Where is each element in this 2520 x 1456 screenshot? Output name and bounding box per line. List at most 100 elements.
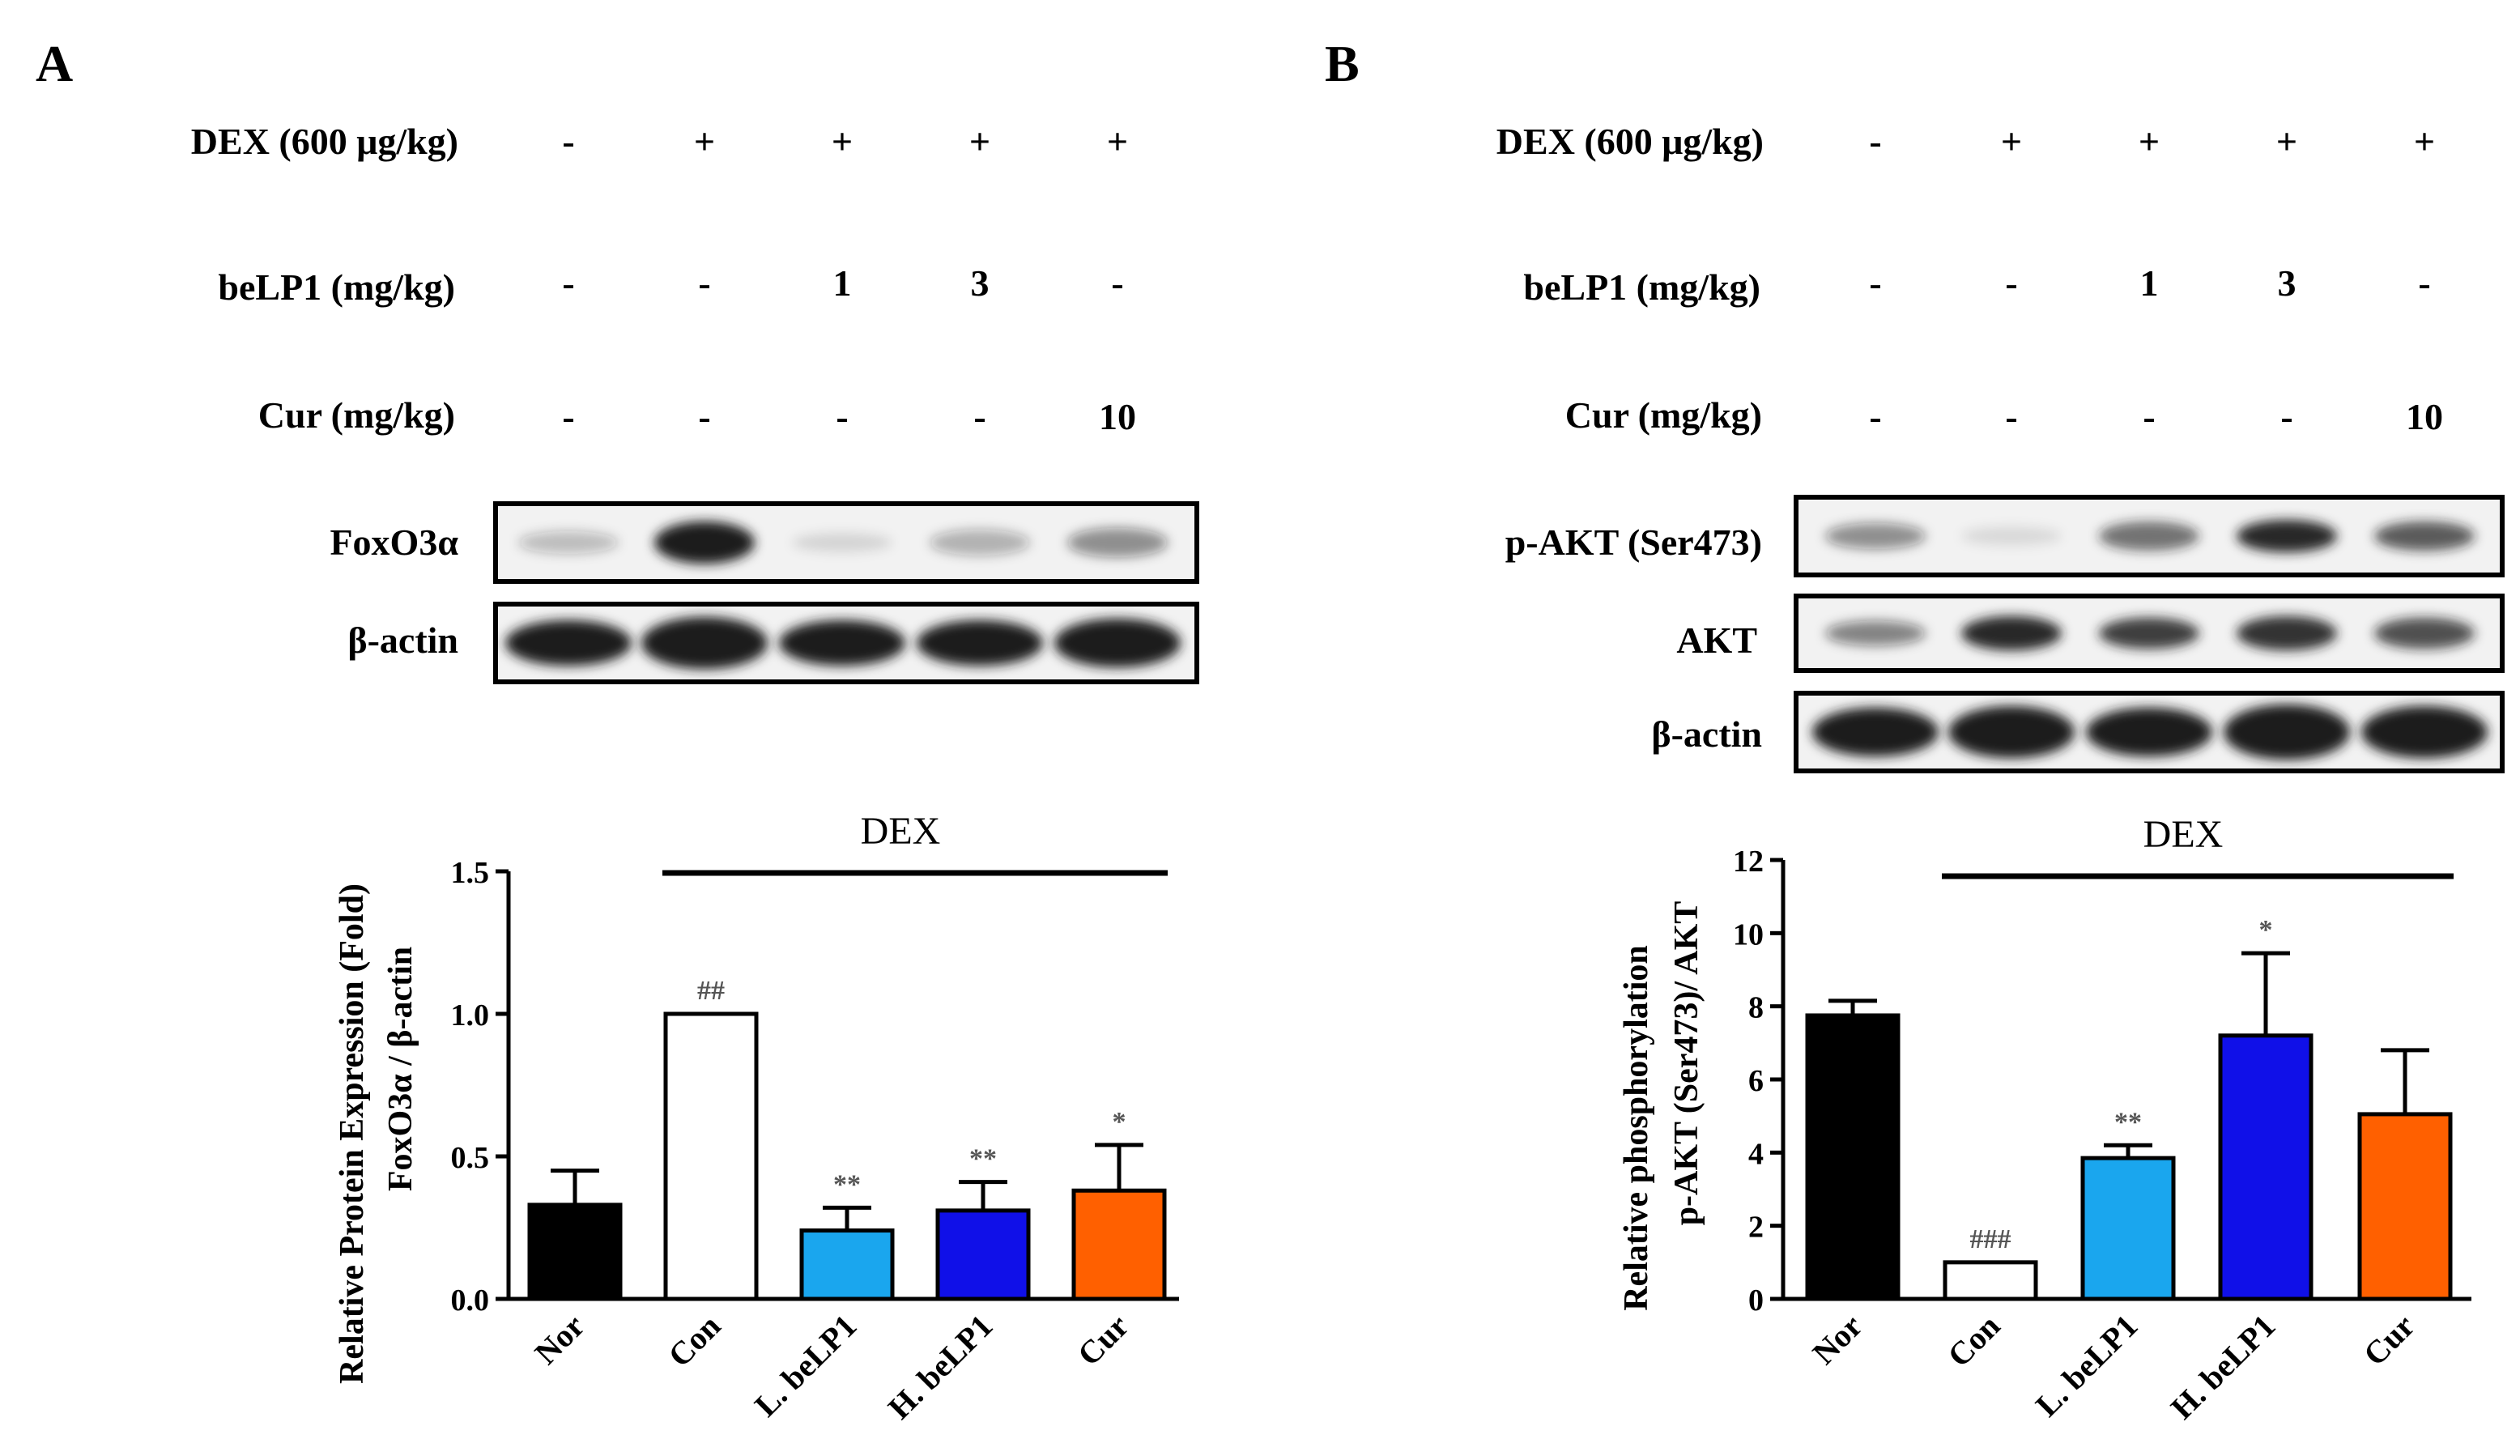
blot-band — [2361, 705, 2488, 759]
panel-b-belp1-value: - — [1869, 262, 1881, 304]
significance-label: * — [1113, 1107, 1126, 1137]
panel-b-label: B — [1325, 35, 1360, 92]
blot-frame — [1794, 495, 2505, 577]
panel-a-blot-label-beta-actin: β-actin — [347, 619, 458, 661]
y-axis-label: Relative phosphorylation — [1618, 945, 1655, 1311]
y-tick-label: 12 — [1733, 845, 1764, 879]
blot-frame — [1794, 594, 2505, 673]
panel-b-belp1-value: - — [2005, 262, 2017, 304]
panel-a-belp1-value: - — [1111, 262, 1123, 304]
significance-label: ### — [1970, 1224, 2011, 1254]
panel-a-label: A — [36, 35, 73, 92]
blot-frame — [1794, 691, 2505, 773]
blot-strip — [493, 602, 1199, 684]
panel-a-cur-value: - — [698, 396, 710, 437]
category-label: Con — [1940, 1308, 2007, 1374]
blot-band — [2224, 704, 2350, 760]
panel-b-dex-value: + — [2001, 121, 2022, 162]
panel-b-cur-label: Cur (mg/kg) — [1565, 394, 1762, 436]
panel-b-cur-value: - — [2005, 396, 2017, 437]
chart-a: 0.0 0.5 1.0 1.5 Nor ## Con ** L. beLP1 ** H. beLP1… — [334, 810, 1179, 1426]
bar-con — [1943, 1260, 2038, 1301]
panel-a-belp1-value: 1 — [833, 262, 852, 304]
bar-h-belp1 — [935, 1208, 1031, 1301]
blot-strip — [1794, 495, 2505, 577]
blot-band — [2086, 707, 2212, 757]
panel-b-dex-value: + — [2414, 121, 2435, 162]
panel-a: A DEX (600 μg/kg) beLP1 (mg/kg) Cur (mg/… — [36, 35, 1199, 1426]
bar-l-belp1 — [2080, 1156, 2176, 1301]
panel-a-belp1-value: - — [698, 262, 710, 304]
bar-h-belp1 — [2218, 1033, 2314, 1301]
blot-frame — [493, 501, 1199, 584]
significance-label: ** — [2114, 1107, 2142, 1137]
dex-group-label: DEX — [2143, 813, 2224, 856]
panel-a-cur-value: - — [562, 396, 574, 437]
panel-a-belp1-value: - — [562, 262, 574, 304]
panel-b-belp1-value: - — [2418, 262, 2430, 304]
panel-b-dex-value: - — [1869, 121, 1881, 162]
panel-a-dex-value: - — [562, 121, 574, 162]
panel-a-belp1-value: 3 — [971, 262, 990, 304]
panel-b-cur-value: - — [2143, 396, 2155, 437]
blot-band — [1825, 522, 1926, 550]
blot-band — [792, 532, 892, 553]
panel-a-dex-value: + — [1107, 121, 1128, 162]
blot-band — [641, 616, 768, 670]
panel-b-blot-label-beta-actin: β-actin — [1651, 713, 1762, 755]
blot-band — [779, 619, 905, 666]
y-axis-label: Relative Protein Expression (Fold) — [334, 883, 371, 1384]
blot-band — [930, 529, 1030, 556]
category-label: Cur — [1071, 1308, 1136, 1373]
panel-a-blot-label-foxo3a: FoxO3α — [330, 522, 458, 563]
panel-b-dex-label: DEX (600 μg/kg) — [1496, 121, 1764, 162]
panel-a-belp1-label: beLP1 (mg/kg) — [218, 266, 455, 308]
blot-band — [1812, 707, 1939, 757]
category-label: L. beLP1 — [747, 1308, 863, 1424]
bar-cur — [1071, 1188, 1167, 1301]
panel-b-blots — [1794, 495, 2505, 773]
panel-b-cur-value: - — [2280, 396, 2292, 437]
category-label: Nor — [527, 1308, 591, 1372]
panel-a-dex-label: DEX (600 μg/kg) — [191, 121, 458, 162]
category-label: H. beLP1 — [881, 1308, 1000, 1427]
blot-band — [917, 619, 1043, 666]
bar-con — [663, 1011, 759, 1301]
y-tick-label: 10 — [1733, 917, 1764, 952]
significance-label: * — [2259, 915, 2273, 945]
panel-b-belp1-value: 3 — [2278, 262, 2297, 304]
blot-band — [505, 619, 632, 666]
significance-label: ## — [697, 976, 725, 1006]
panel-b-dex-value: + — [2139, 121, 2160, 162]
y-tick-label: 0.0 — [451, 1284, 490, 1318]
panel-a-dex-value: + — [694, 121, 715, 162]
blot-band — [1054, 618, 1181, 668]
panel-b-cur-value: - — [1869, 396, 1881, 437]
y-tick-label: 4 — [1748, 1137, 1764, 1171]
y-tick-label: 1.0 — [451, 998, 490, 1032]
panel-a-dex-value: + — [969, 121, 990, 162]
panel-a-cur-value: 10 — [1099, 396, 1136, 437]
y-tick-label: 2 — [1748, 1211, 1764, 1245]
blot-band — [1825, 620, 1926, 646]
y-axis-label-secondary: p-AKT (Ser473)/ AKT — [1668, 901, 1705, 1226]
y-tick-label: 6 — [1748, 1064, 1764, 1098]
blot-band — [2099, 521, 2199, 551]
blot-band — [518, 530, 619, 555]
panel-b-blot-label-akt: AKT — [1676, 619, 1757, 661]
panel-a-conditions: DEX (600 μg/kg) beLP1 (mg/kg) Cur (mg/kg… — [191, 121, 1136, 437]
panel-a-cur-value: - — [973, 396, 985, 437]
blot-band — [2099, 617, 2199, 649]
y-axis-label-secondary: FoxO3α / β-actin — [382, 947, 419, 1191]
category-label: Nor — [1805, 1308, 1869, 1372]
bar-cur — [2357, 1112, 2453, 1301]
bar-nor — [527, 1203, 623, 1301]
panel-b-dex-value: + — [2276, 121, 2297, 162]
blot-band — [2374, 521, 2475, 551]
category-label: H. beLP1 — [2164, 1308, 2283, 1427]
panel-b-blot-label-p-akt: p-AKT (Ser473) — [1505, 522, 1762, 563]
blot-strip — [1794, 691, 2505, 773]
chart-b: 0 2 4 6 8 10 12 Nor ### Con ** L. beLP1 * H. beLP1 Cur… — [1618, 813, 2471, 1426]
significance-label: ** — [833, 1169, 861, 1199]
